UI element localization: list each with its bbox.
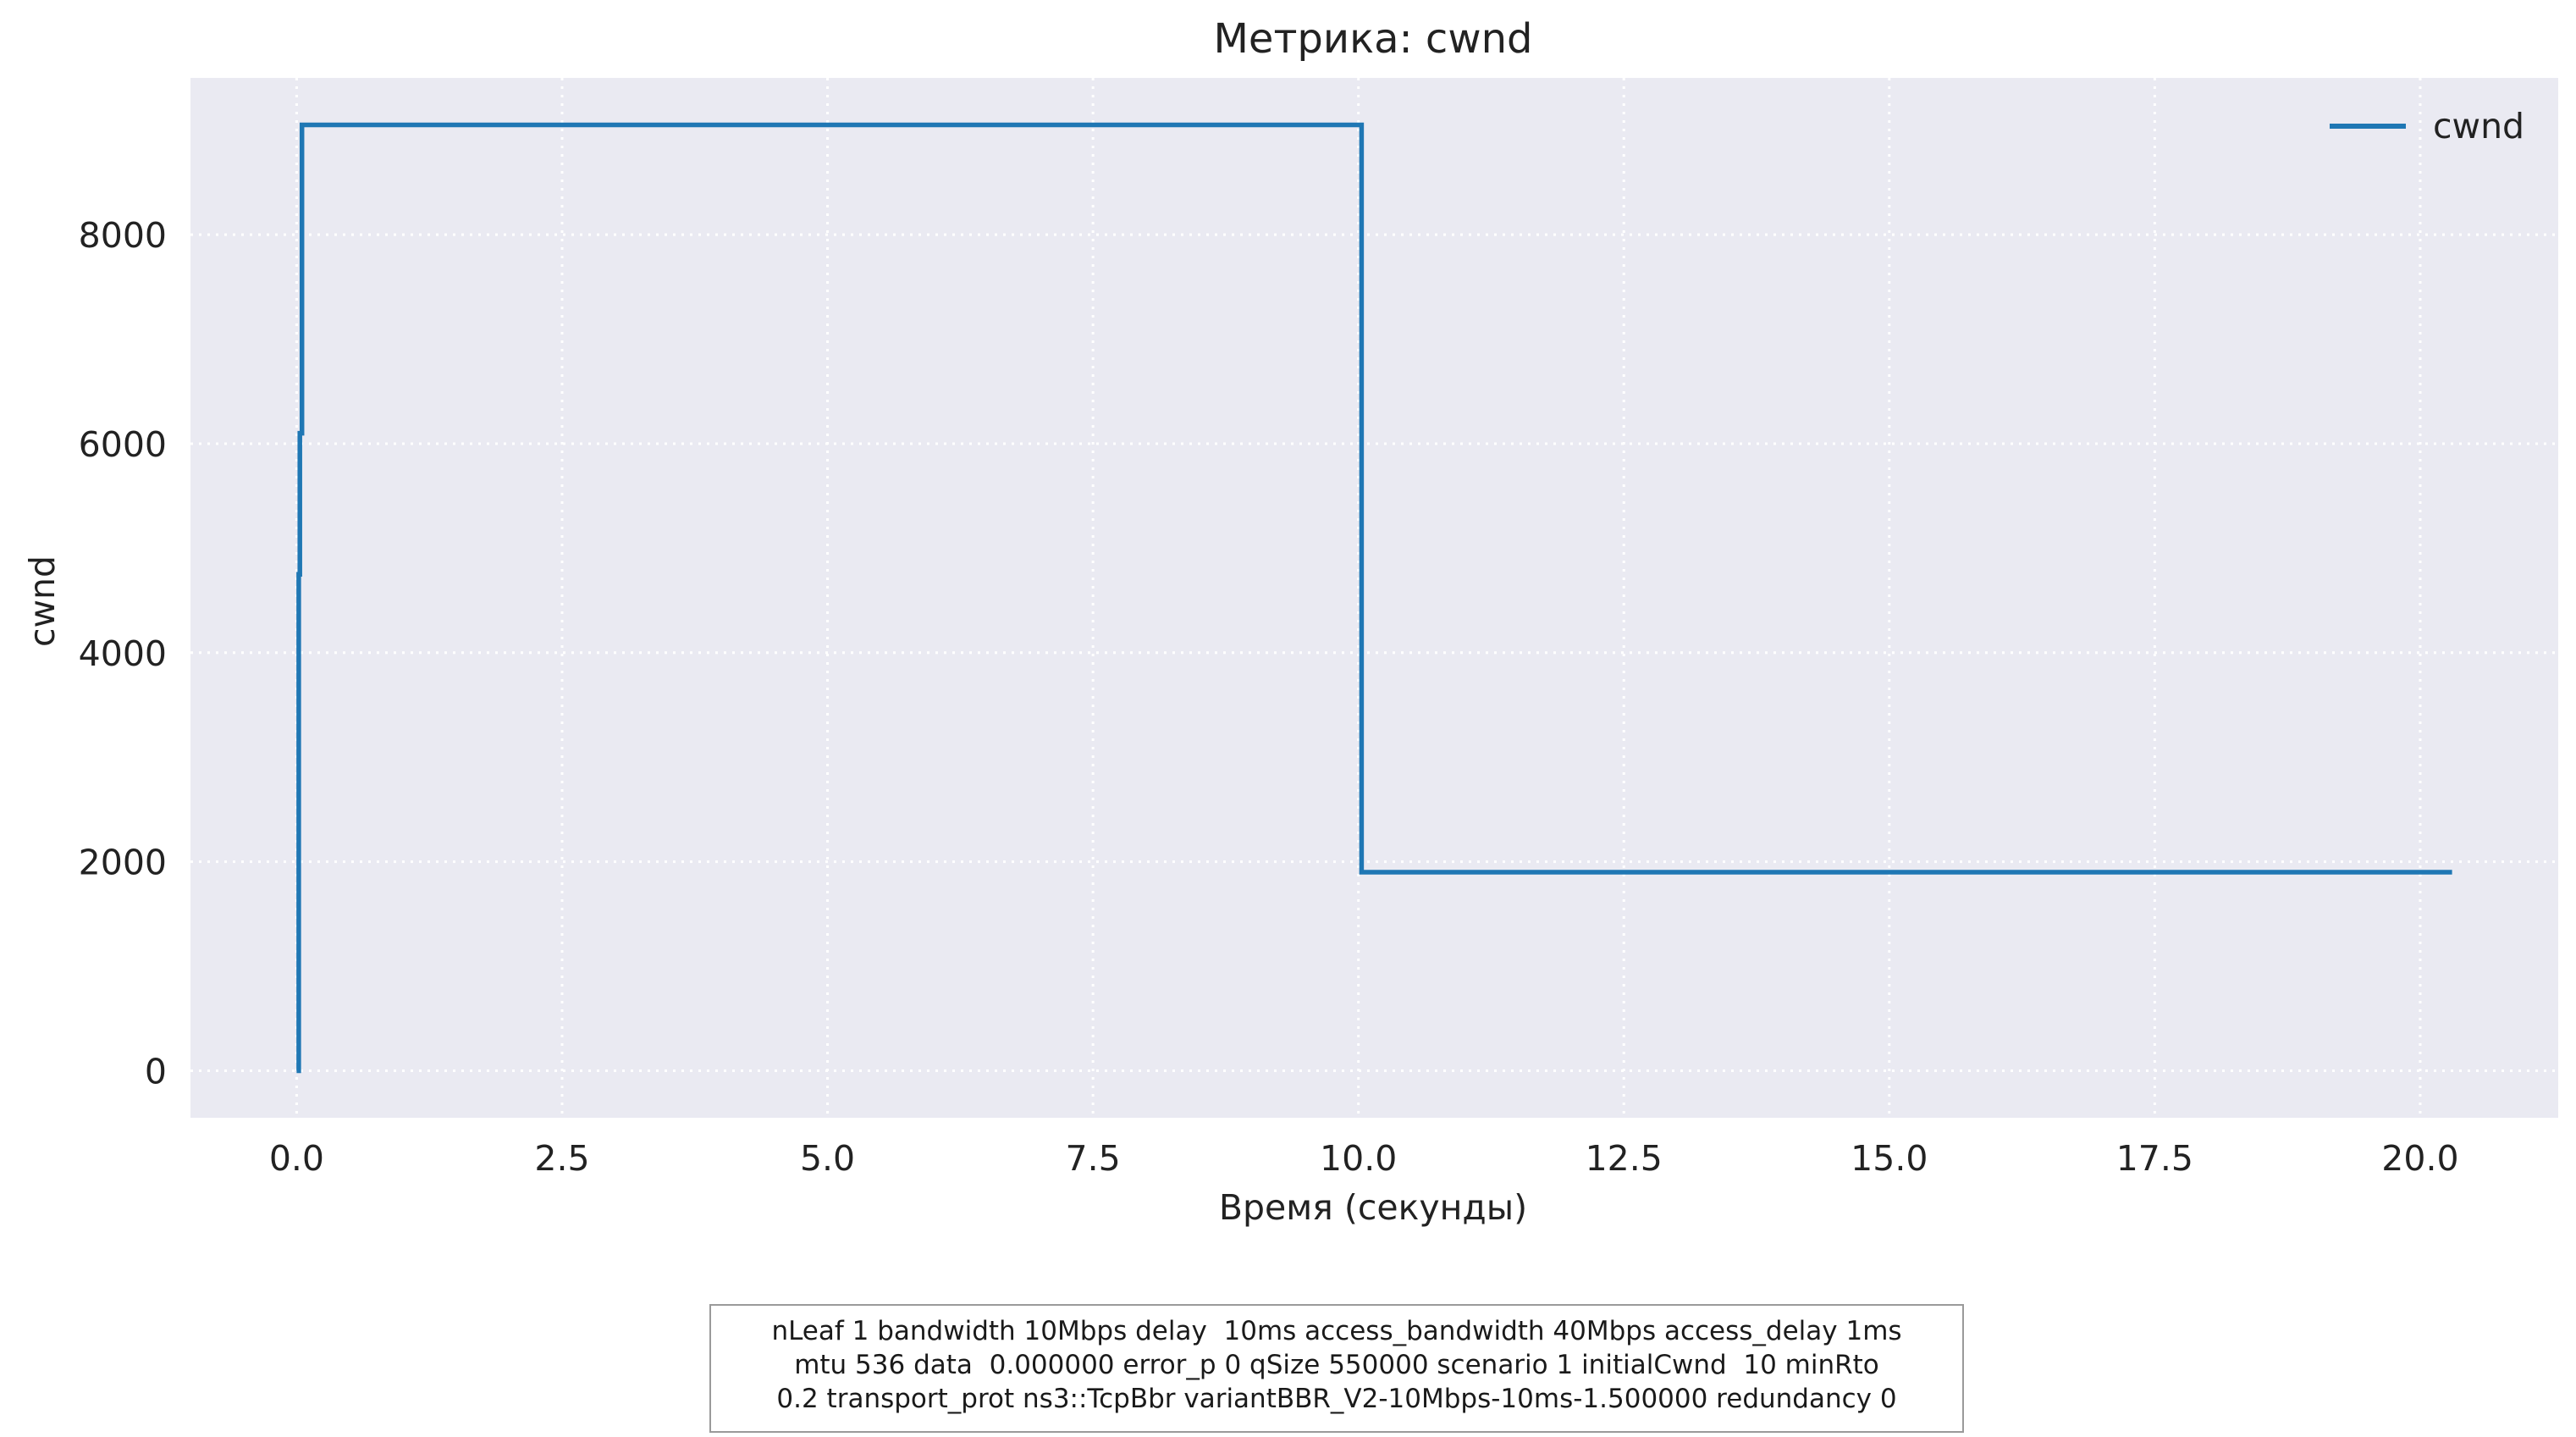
y-tick-labels: 0 2000 4000 6000 8000 <box>79 215 167 1092</box>
x-tick-label: 10.0 <box>1320 1138 1397 1179</box>
y-axis-label: cwnd <box>22 555 63 647</box>
x-tick-label: 0.0 <box>269 1138 324 1179</box>
x-tick-label: 20.0 <box>2381 1138 2458 1179</box>
x-tick-label: 7.5 <box>1066 1138 1121 1179</box>
caption-line-2: mtu 536 data 0.000000 error_p 0 qSize 55… <box>794 1350 1879 1380</box>
caption-line-3: 0.2 transport_prot ns3::TcpBbr variantBB… <box>776 1384 1897 1414</box>
x-tick-label: 5.0 <box>800 1138 855 1179</box>
x-tick-labels: 0.0 2.5 5.0 7.5 10.0 12.5 15.0 17.5 20.0 <box>269 1138 2459 1179</box>
caption-line-1: nLeaf 1 bandwidth 10Mbps delay 10ms acce… <box>771 1316 1902 1346</box>
x-tick-label: 2.5 <box>534 1138 589 1179</box>
y-tick-label: 4000 <box>79 633 167 674</box>
series-layer <box>296 122 2452 1074</box>
x-tick-label: 15.0 <box>1851 1138 1928 1179</box>
x-tick-label: 12.5 <box>1586 1138 1663 1179</box>
legend-label: cwnd <box>2433 106 2524 146</box>
series-line-cwnd <box>296 122 2452 1074</box>
y-tick-label: 8000 <box>79 215 167 256</box>
x-tick-label: 17.5 <box>2116 1138 2193 1179</box>
legend: cwnd <box>2330 106 2524 146</box>
chart-title: Метрика: cwnd <box>1214 15 1533 63</box>
parameters-caption-box: nLeaf 1 bandwidth 10Mbps delay 10ms acce… <box>709 1304 1964 1433</box>
y-gridlines <box>190 233 2558 1072</box>
x-axis-label: Время (секунды) <box>1219 1187 1527 1228</box>
y-tick-label: 6000 <box>79 424 167 465</box>
y-tick-label: 2000 <box>79 843 167 883</box>
y-tick-label: 0 <box>145 1051 167 1092</box>
plot-area <box>190 78 2558 1118</box>
